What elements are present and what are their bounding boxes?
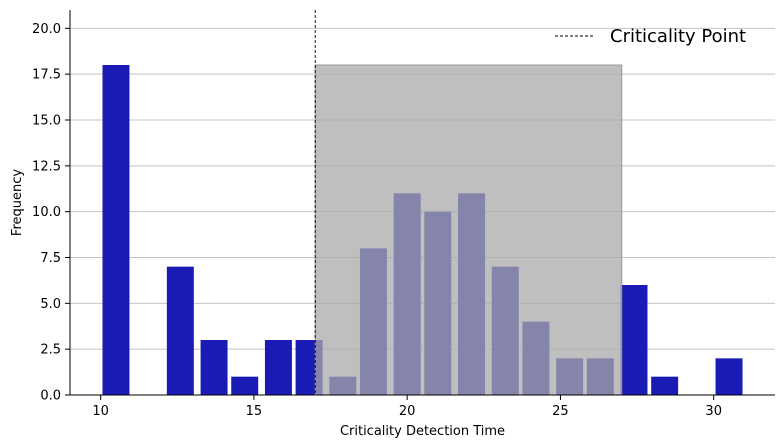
y-tick-label: 10.0 xyxy=(32,205,61,220)
criticality-region-shade xyxy=(314,64,623,396)
y-tick-label: 0.0 xyxy=(40,389,61,404)
x-axis-label: Criticality Detection Time xyxy=(340,424,505,439)
y-tick-label: 17.5 xyxy=(32,68,61,83)
bar xyxy=(231,376,259,395)
bar xyxy=(102,65,130,395)
x-tick-label: 10 xyxy=(92,404,109,419)
x-tick-label: 30 xyxy=(705,404,722,419)
x-ticks: 10 15 20 25 30 xyxy=(92,395,722,419)
y-tick-label: 5.0 xyxy=(40,297,61,312)
y-tick-label: 15.0 xyxy=(32,114,61,129)
y-tick-label: 12.5 xyxy=(32,159,61,174)
y-ticks: 0.0 2.5 5.0 7.5 10.0 12.5 15.0 17.5 20.0 xyxy=(32,22,70,404)
legend-label: Criticality Point xyxy=(610,26,746,47)
y-tick-label: 2.5 xyxy=(40,343,61,358)
bar xyxy=(166,266,194,395)
bar xyxy=(651,376,679,395)
bar xyxy=(715,358,743,395)
y-tick-label: 7.5 xyxy=(40,251,61,266)
x-tick-label: 15 xyxy=(246,404,263,419)
y-tick-label: 20.0 xyxy=(32,22,61,37)
x-tick-label: 25 xyxy=(552,404,569,419)
legend: Criticality Point xyxy=(555,26,746,47)
x-tick-label: 20 xyxy=(399,404,416,419)
bar xyxy=(620,285,648,395)
bar xyxy=(264,340,292,395)
y-axis-label: Frequency xyxy=(10,169,25,236)
bar xyxy=(200,340,228,395)
